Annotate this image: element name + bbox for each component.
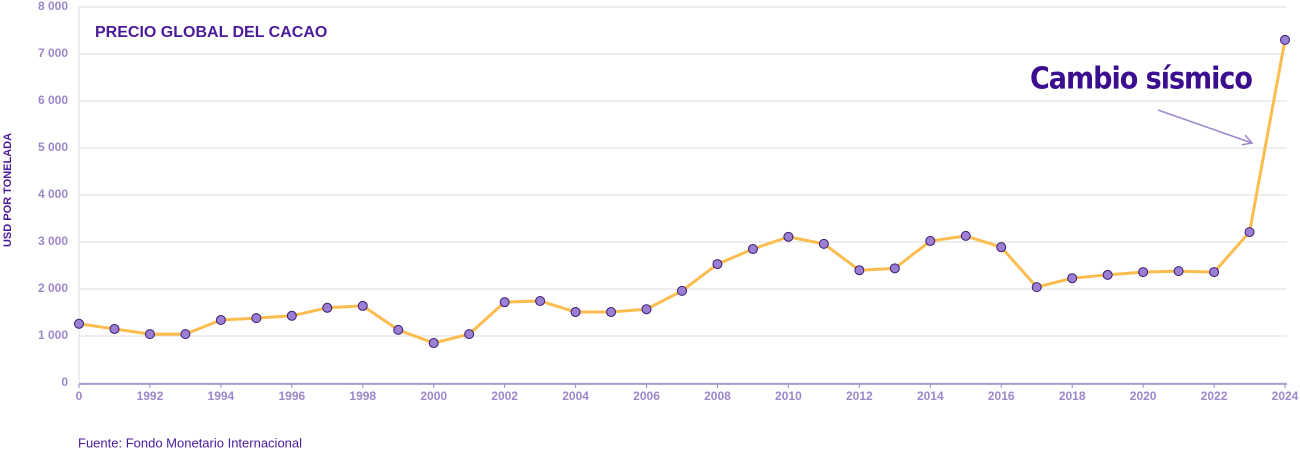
point — [464, 329, 475, 340]
point — [712, 259, 723, 270]
x-tick-label: 2004 — [562, 389, 589, 403]
point — [286, 310, 297, 321]
y-tick-label: 0 — [61, 375, 68, 389]
point — [251, 313, 262, 324]
point — [322, 302, 333, 313]
point — [996, 242, 1007, 253]
x-tick-label: 2000 — [420, 389, 447, 403]
point — [1209, 267, 1220, 278]
point — [74, 318, 84, 329]
point — [783, 231, 794, 242]
x-tick-label: 2008 — [704, 389, 731, 403]
point — [393, 324, 404, 335]
point — [570, 307, 581, 318]
point — [1138, 267, 1149, 278]
point — [889, 263, 900, 274]
y-tick-label: 1 000 — [38, 328, 68, 342]
x-tick-label: 1992 — [137, 389, 164, 403]
point — [357, 300, 368, 311]
chart-title: PRECIO GLOBAL DEL CACAO — [95, 24, 327, 41]
x-tick-label: 2006 — [633, 389, 660, 403]
x-tick-label: 2012 — [846, 389, 873, 403]
point — [499, 297, 510, 308]
x-tick-label: 2014 — [917, 389, 944, 403]
point — [677, 285, 687, 296]
point — [641, 304, 652, 315]
x-tick-label: 1996 — [278, 389, 305, 403]
x-tick-label: 2010 — [775, 389, 802, 403]
point — [960, 230, 971, 241]
point — [854, 265, 865, 276]
y-tick-label: 3 000 — [38, 234, 68, 248]
x-tick-label: 1998 — [349, 389, 376, 403]
x-tick-label: 2022 — [1201, 389, 1228, 403]
y-tick-label: 2 000 — [38, 281, 68, 295]
source: Fuente: Fondo Monetario Internacional — [78, 435, 302, 450]
point — [1244, 227, 1255, 238]
annotation: Cambio sísmico — [1030, 62, 1252, 97]
x-tick-label: 1994 — [208, 389, 235, 403]
point — [1031, 282, 1042, 293]
point — [1280, 34, 1290, 45]
point — [1173, 266, 1184, 277]
annotation-arrow — [1157, 109, 1254, 146]
point — [1102, 269, 1113, 280]
y-axis-label: USD POR TONELADA — [2, 133, 14, 247]
y-tick-label: 5 000 — [38, 140, 68, 154]
y-tick-label: 6 000 — [38, 93, 68, 107]
y-tick-label: 4 000 — [38, 187, 68, 201]
point — [1067, 273, 1078, 284]
y-tick-label: 8 000 — [38, 0, 68, 13]
point — [180, 329, 191, 340]
x-tick-label: 2016 — [988, 389, 1015, 403]
y-tick-label: 7 000 — [38, 46, 68, 60]
x-tick-label: 2002 — [491, 389, 518, 403]
x-tick-label: 0 — [76, 389, 83, 403]
point — [747, 244, 758, 255]
point — [606, 307, 617, 318]
x-tick-label: 2020 — [1130, 389, 1157, 403]
point — [925, 236, 936, 247]
point — [144, 329, 155, 340]
point — [215, 315, 226, 326]
x-tick-label: 2018 — [1059, 389, 1086, 403]
point — [428, 338, 439, 349]
point — [535, 295, 546, 306]
point — [109, 323, 120, 334]
point — [818, 238, 829, 249]
x-tick-label: 2024 — [1272, 389, 1299, 403]
